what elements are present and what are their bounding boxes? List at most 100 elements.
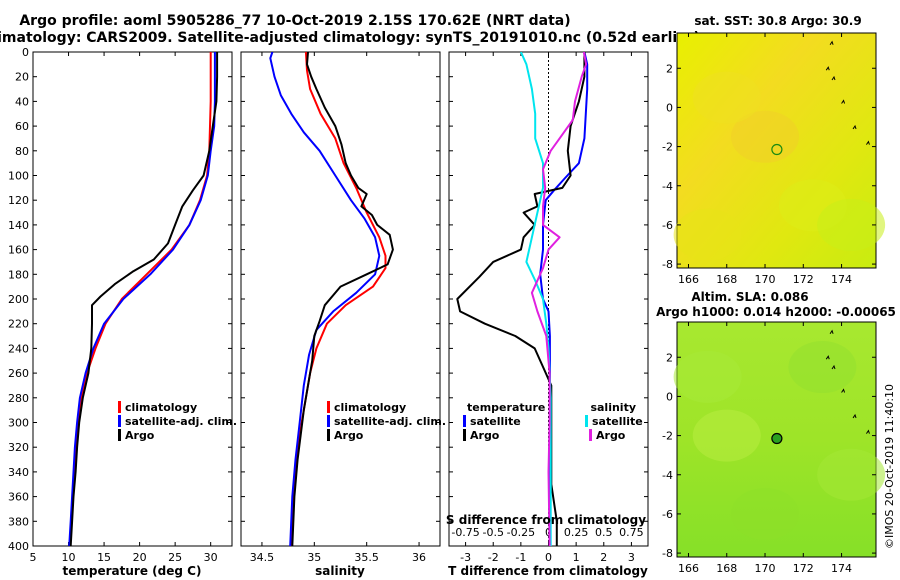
legend-label-t-satellite: satellite [470,415,521,428]
y-tick-label: 60 [15,120,29,133]
series-line-salinity-satellite [519,52,552,546]
sla-map-overlay [673,329,886,540]
series-line-argo [69,52,219,546]
salinity-panel: 34.5 35 35.5 36 salinity climatology satell… [240,51,446,578]
legend-label-satellite: satellite-adj. clim. [125,415,237,428]
y-tick-label: 400 [8,540,29,553]
y-tick-label: 200 [8,293,29,306]
legend-label-argo: Argo [125,429,155,442]
heatmap-patch [692,71,761,124]
salinity-axes-frame [240,51,441,547]
temperature-ticks: 0 20 40 60 80 100 120 140 160 180 200 220 240 260 280 3… [8,46,232,564]
temperature-legend: climatology satellite-adj. clim. Argo [118,401,237,442]
legend-title-salinity: salinity [590,401,636,414]
series-line-argo [291,52,394,546]
x-tick-label: 170 [755,273,776,286]
x-tick-label: 36 [412,551,426,564]
salinity-xlabel: salinity [315,564,365,578]
heatmap-patch [817,198,886,251]
x-tick-label: 15 [97,551,111,564]
x-tick-label: 10 [62,551,76,564]
y-tick-label: 280 [8,392,29,405]
island-outline [841,99,846,104]
temperature-series [68,52,219,546]
island-outline [825,355,830,360]
y-tick-label: -4 [662,180,673,193]
y-tick-label: 0 [666,390,673,403]
x-tick-label: -2 [488,551,499,564]
argo-location-marker [771,143,783,156]
island-outline [825,66,830,71]
legend-swatch-t-argo [463,429,466,441]
difference-legend: temperature satellite Argo salinity sate… [463,401,643,442]
argo-location-marker [771,432,783,445]
y-tick-label: 2 [666,62,673,75]
y-tick-label: 300 [8,417,29,430]
legend-label-s-satellite: satellite [592,415,643,428]
y-tick-label: 360 [8,491,29,504]
y-tick-label: 320 [8,441,29,454]
title-line-2: Climatology: CARS2009. Satellite-adjuste… [0,30,700,46]
x-tick-label: 25 [168,551,182,564]
x-tick-label: 0 [545,551,552,564]
y-tick-label: 240 [8,342,29,355]
x-tick-label: 172 [793,273,814,286]
imos-watermark: ©IMOS 20-Oct-2019 11:40:10 [883,384,896,549]
x-tick-label: 2 [600,551,607,564]
x2-tick-label: 0.75 [619,526,644,539]
x-tick-label: 3 [628,551,635,564]
legend-label-t-argo: Argo [470,429,500,442]
difference-xlabel: T difference from climatology [448,564,648,578]
sla-map-panel: Altim. SLA: 0.086 Argo h1000: 0.014 h200… [656,290,896,575]
legend-label-climatology: climatology [334,401,406,414]
y-tick-label: 260 [8,367,29,380]
island-outline [841,388,846,393]
legend-swatch-climatology [118,401,121,413]
y-tick-label: 120 [8,194,29,207]
x-tick-label: 20 [133,551,147,564]
y-tick-label: 160 [8,244,29,257]
legend-label-satellite: satellite-adj. clim. [334,415,446,428]
x2-tick-label: -0.75 [451,526,479,539]
x-tick-label: 35 [307,551,321,564]
island-outline [866,429,870,434]
sst-map-title: sat. SST: 30.8 Argo: 30.9 [694,14,861,28]
x-tick-label: 172 [793,562,814,575]
x-tick-label: 168 [716,562,737,575]
y-tick-label: 140 [8,219,29,232]
y-tick-label: -4 [662,469,673,482]
y-tick-label: 0 [666,101,673,114]
x2-tick-label: -0.5 [482,526,503,539]
title-line-1: Argo profile: aoml 5905286_77 10-Oct-201… [19,13,570,29]
y-tick-label: -2 [662,430,673,443]
x2-tick-label: -0.25 [507,526,535,539]
heatmap-patch [673,350,742,403]
sst-map-ticks: 166 168 170 172 174 2 0 -2 -4 -6 -8 [662,33,876,286]
salinity-legend: climatology satellite-adj. clim. Argo [327,401,446,442]
island-outline [829,329,834,335]
y-tick-label: 20 [15,71,29,84]
island-outline [852,413,857,419]
series-line-satellite-adj-clim- [68,52,216,546]
sla-map-title-2: Argo h1000: 0.014 h2000: -0.00065 [656,305,896,319]
x-tick-label: -3 [460,551,471,564]
x2-tick-label: 0.25 [564,526,589,539]
x-tick-label: 34.5 [250,551,275,564]
y-tick-label: -8 [662,547,673,560]
legend-title-temperature: temperature [467,401,545,414]
salinity-ticks: 34.5 35 35.5 36 [241,51,440,564]
x-tick-label: 35.5 [354,551,379,564]
legend-label-argo: Argo [334,429,364,442]
sla-map-ticks: 166 168 170 172 174 2 0 -2 -4 -6 -8 [662,322,876,575]
y-tick-label: 380 [8,515,29,528]
y-tick-label: -2 [662,141,673,154]
salinity-series [269,52,394,546]
y-tick-label: 2 [666,351,673,364]
island-outline [866,140,870,145]
heatmap-patch [788,341,857,394]
heatmap-patch [731,487,800,540]
